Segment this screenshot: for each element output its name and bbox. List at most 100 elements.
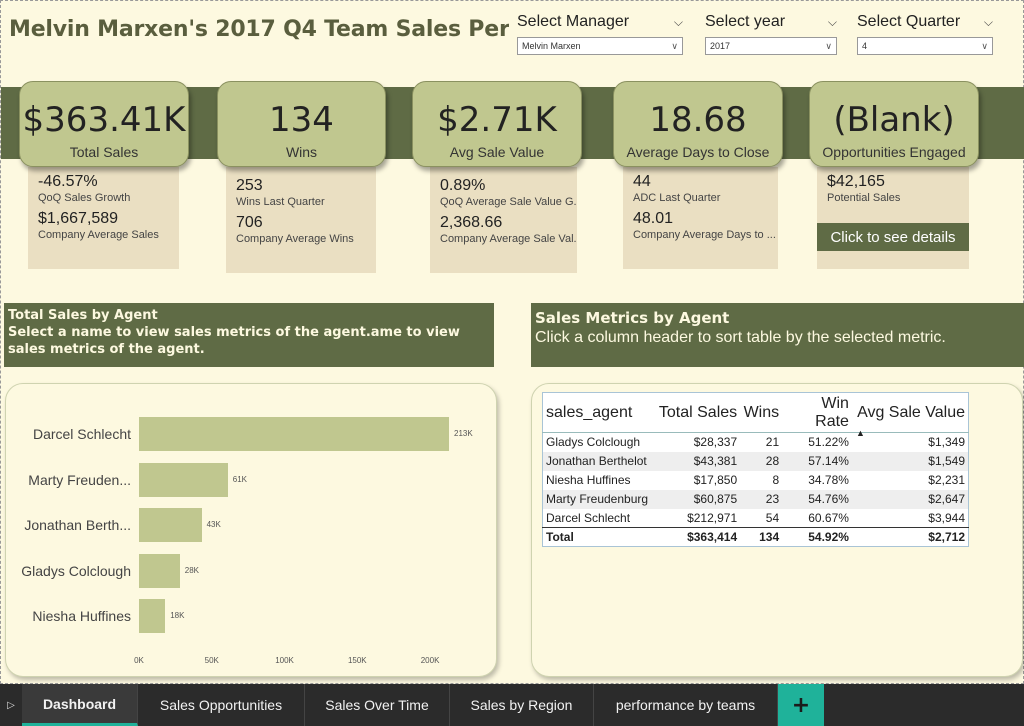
- column-header-win-rate[interactable]: Win Rate: [782, 392, 852, 433]
- sales-metrics-table: sales_agent Total Sales Wins Win Rate Av…: [542, 392, 969, 547]
- chevron-down-icon[interactable]: ⌵: [983, 14, 993, 29]
- report-canvas: Melvin Marxen's 2017 Q4 Team Sales Perfo…: [0, 0, 1024, 684]
- table-cell: $1,549: [851, 451, 969, 471]
- table-total-cell: Total: [542, 527, 655, 547]
- chevron-down-icon[interactable]: ⌵: [673, 14, 683, 29]
- table-cell: $43,381: [654, 451, 741, 471]
- opportunities-card: (Blank) Opportunities Engaged: [809, 81, 979, 167]
- company-average-wins-value: 706: [236, 214, 263, 231]
- bar[interactable]: [139, 553, 180, 588]
- bar[interactable]: [139, 462, 228, 497]
- bar[interactable]: [139, 508, 202, 542]
- bar-category-label[interactable]: Marty Freuden...: [28, 471, 131, 488]
- avg-days-close-value: 18.68: [649, 100, 747, 140]
- year-slicer-label: Select year: [705, 13, 786, 30]
- avg-days-close-label: Average Days to Close: [626, 144, 770, 160]
- tab-sales-by-region[interactable]: Sales by Region: [450, 684, 594, 726]
- tab-scroll-left-icon[interactable]: ▷: [7, 699, 15, 711]
- sort-ascending-icon: ▲: [855, 428, 865, 438]
- qoq-avg-sale-growth-label: QoQ Average Sale Value G...: [440, 196, 577, 208]
- see-details-button[interactable]: Click to see details: [817, 223, 969, 251]
- company-average-sales-label: Company Average Sales: [38, 229, 159, 241]
- company-average-sale-label: Company Average Sale Val...: [440, 233, 577, 245]
- total-sales-card: $363.41K Total Sales: [19, 81, 189, 167]
- x-axis-tick-label: 150K: [347, 656, 367, 665]
- potential-sales-label: Potential Sales: [827, 192, 901, 204]
- days-close-sub-card: 44 ADC Last Quarter 48.01 Company Averag…: [623, 167, 778, 269]
- tab-dashboard[interactable]: Dashboard: [22, 684, 138, 726]
- chevron-down-icon[interactable]: ⌵: [827, 14, 837, 29]
- table-cell: 60.67%: [808, 510, 849, 525]
- table-cell: 23: [740, 489, 783, 509]
- table-row[interactable]: Jonathan Berthelot $43,381 28 57.14% $1,549: [542, 451, 969, 471]
- avg-sale-value: $2.71K: [437, 100, 557, 140]
- year-slicer[interactable]: Select year ⌵ 2017 ∨: [701, 9, 841, 61]
- table-cell: 57.14%: [782, 451, 852, 471]
- add-page-button[interactable]: +: [778, 684, 824, 726]
- caret-down-icon[interactable]: ∨: [671, 40, 678, 51]
- bar-value-label: 18K: [170, 611, 185, 620]
- opportunities-value: (Blank): [833, 100, 955, 140]
- sales-metrics-instruction: Click a column header to sort table by t…: [535, 329, 946, 346]
- potential-sales-value: $42,165: [827, 173, 885, 190]
- column-header-sales-agent[interactable]: sales_agent: [542, 392, 655, 433]
- table-row[interactable]: Gladys Colclough $28,337 21 51.22% $1,349: [543, 433, 969, 452]
- bar-category-label[interactable]: Darcel Schlecht: [32, 426, 131, 442]
- bar-category-label[interactable]: Jonathan Berth...: [24, 517, 131, 533]
- total-sales-value: $363.41K: [22, 100, 186, 140]
- total-sales-label: Total Sales: [69, 144, 139, 160]
- avg-sale-value-card: $2.71K Avg Sale Value: [412, 81, 582, 167]
- tab-sales-over-time[interactable]: Sales Over Time: [305, 684, 450, 726]
- table-cell: $3,944: [928, 510, 965, 525]
- caret-down-icon[interactable]: ∨: [981, 40, 988, 51]
- table-cell: Darcel Schlecht: [546, 510, 631, 525]
- manager-dropdown[interactable]: Melvin Marxen ∨: [517, 37, 683, 55]
- table-total-row: Total $363,414 134 54.92% $2,712: [542, 527, 969, 547]
- bar-category-label[interactable]: Gladys Colclough: [21, 562, 131, 579]
- total-sales-section-header: Total Sales by Agent Select a name to vi…: [4, 303, 494, 367]
- tab-sales-opportunities[interactable]: Sales Opportunities: [138, 684, 305, 726]
- bar-value-label: 43K: [206, 520, 221, 529]
- bar-value-label: 28K: [184, 565, 199, 575]
- table-cell: 21: [765, 435, 780, 450]
- company-average-wins-label: Company Average Wins: [236, 233, 354, 245]
- avg-sale-value-header-label: Avg Sale Value: [857, 403, 965, 421]
- table-cell: $28,337: [693, 435, 738, 450]
- bar[interactable]: [139, 599, 166, 633]
- table-row[interactable]: Darcel Schlecht $212,971 54 60.67% $3,944: [543, 509, 969, 528]
- table-cell: 34.78%: [808, 473, 849, 487]
- year-dropdown[interactable]: 2017 ∨: [705, 37, 837, 55]
- table-cell: $1,349: [928, 435, 965, 450]
- x-axis-tick-label: 0K: [134, 656, 144, 665]
- column-header-total-sales[interactable]: Total Sales: [654, 392, 741, 433]
- table-cell: Jonathan Berthelot: [542, 451, 655, 471]
- column-header-avg-sale-value[interactable]: Avg Sale Value ▲: [851, 392, 969, 438]
- total-sales-heading: Total Sales by Agent: [8, 308, 158, 323]
- wins-last-quarter-label: Wins Last Quarter: [236, 196, 325, 208]
- table-cell: 54.76%: [782, 489, 852, 509]
- tab-performance-by-teams[interactable]: performance by teams: [594, 684, 778, 726]
- column-header-wins[interactable]: Wins: [740, 392, 783, 433]
- wins-label: Wins: [285, 144, 318, 160]
- table-total-cell: $2,712: [851, 527, 969, 547]
- quarter-slicer[interactable]: Select Quarter ⌵ 4 ∨: [853, 9, 997, 61]
- table-row[interactable]: Marty Freudenburg $60,875 23 54.76% $2,647: [542, 489, 969, 509]
- manager-slicer[interactable]: Select Manager ⌵ Melvin Marxen ∨: [513, 9, 687, 61]
- caret-down-icon[interactable]: ∨: [825, 40, 832, 51]
- table-row[interactable]: Niesha Huffines $17,850 8 34.78% $2,231: [543, 471, 969, 490]
- bar[interactable]: [139, 417, 449, 451]
- table-cell: $2,647: [851, 489, 969, 509]
- table-body: Gladys Colclough $28,337 21 51.22% $1,349 Jon…: [542, 433, 969, 547]
- table-cell: Niesha Huffines: [546, 473, 631, 487]
- bar-category-label[interactable]: Niesha Huffines: [32, 608, 131, 624]
- quarter-slicer-label: Select Quarter: [857, 13, 961, 30]
- wins-value: 134: [269, 100, 334, 140]
- sales-metrics-section-header: Sales Metrics by Agent Click a column he…: [531, 303, 1024, 367]
- table-cell: 28: [740, 451, 783, 471]
- company-average-days-label: Company Average Days to ...: [633, 229, 776, 241]
- quarter-dropdown[interactable]: 4 ∨: [857, 37, 993, 55]
- sales-metrics-heading: Sales Metrics by Agent: [535, 309, 730, 327]
- table-cell: $2,231: [928, 473, 965, 487]
- bar-value-label: 213K: [454, 429, 473, 438]
- x-axis-tick-label: 50K: [204, 656, 219, 665]
